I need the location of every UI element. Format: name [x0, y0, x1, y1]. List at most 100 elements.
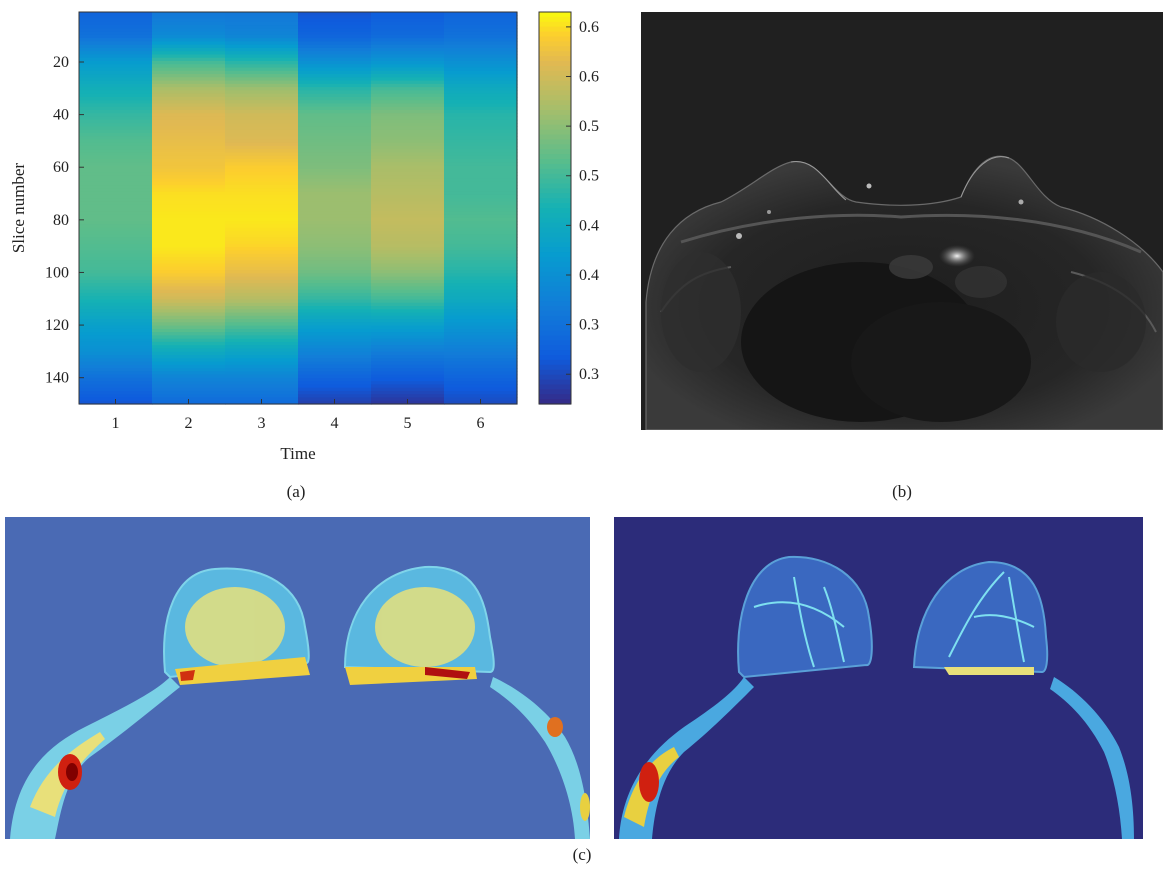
heatmap-cell [371, 96, 445, 101]
heatmap-cell [152, 110, 226, 114]
heatmap-cell [225, 234, 299, 238]
heatmap-cell [152, 178, 226, 183]
colorbar-segment [539, 310, 571, 317]
heatmap-cell [298, 302, 372, 307]
colorbar-segment [539, 335, 571, 341]
heatmap-cell [444, 302, 518, 307]
heatmap-cell [371, 191, 445, 196]
heatmap-cell [444, 368, 518, 372]
heatmap-cell [225, 384, 299, 389]
heatmap-cell [298, 119, 372, 124]
heatmap-cell [298, 159, 372, 163]
heatmap-cell [298, 116, 372, 121]
heatmap-cell [152, 309, 226, 314]
heatmap-cell [371, 355, 445, 359]
heatmap-cell [444, 165, 518, 170]
heatmap-cell [371, 116, 445, 121]
heatmap-cell [298, 165, 372, 170]
heatmap-cell [298, 257, 372, 261]
heatmap-cell [444, 87, 518, 91]
heatmap-cell [79, 34, 153, 39]
heatmap-cell [79, 18, 153, 23]
heatmap-cell [79, 145, 153, 150]
heatmap-cell [371, 237, 445, 242]
heatmap-cell [152, 227, 226, 232]
heatmap-cell [298, 351, 372, 356]
colorbar-segment [539, 271, 571, 278]
heatmap-cell [152, 181, 226, 186]
heatmap-cell [225, 87, 299, 91]
heatmap-cell [298, 152, 372, 157]
heatmap-cell [298, 185, 372, 189]
heatmap-cell [444, 15, 518, 20]
heatmap-cell [298, 175, 372, 180]
heatmap-cell [225, 152, 299, 157]
breast-map-left [5, 517, 590, 839]
colorbar-tick-label: 0.45 [579, 217, 600, 234]
heatmap-cell [371, 80, 445, 85]
heatmap-cell [152, 47, 226, 52]
heatmap-cell [152, 328, 226, 333]
colorbar-segment [539, 129, 571, 136]
heatmap-cell [79, 338, 153, 343]
heatmap-cell [225, 77, 299, 82]
heatmap-cell [152, 185, 226, 189]
heatmap-cell [444, 136, 518, 140]
heatmap-cell [444, 243, 518, 248]
heatmap-cell [371, 338, 445, 343]
heatmap-cell [152, 345, 226, 350]
heatmap-cell [225, 159, 299, 163]
colorbar-segment [539, 394, 571, 400]
heatmap-cell [444, 168, 518, 173]
heatmap-cell [152, 41, 226, 46]
heatmap-cell [371, 198, 445, 203]
heatmap-cell [444, 374, 518, 379]
mri-drawing [645, 155, 1163, 430]
heatmap-cell [152, 152, 226, 157]
heatmap-cell [371, 194, 445, 199]
heatmap-cell [298, 181, 372, 186]
heatmap-cell [298, 87, 372, 91]
heatmap-cell [371, 240, 445, 245]
heatmap-cell [152, 44, 226, 49]
heatmap-cell [225, 312, 299, 317]
heatmap-cell [298, 319, 372, 323]
heatmap-cell [225, 51, 299, 56]
heatmap-cell [152, 100, 226, 105]
heatmap-cell [298, 106, 372, 111]
heatmap-cell [152, 106, 226, 111]
heatmap-cell [298, 377, 372, 382]
heatmap-cell [298, 100, 372, 105]
heatmap-cell [371, 136, 445, 140]
heatmap-cell [298, 358, 372, 363]
heatmap-cell [444, 162, 518, 167]
colorbar-segment [539, 281, 571, 287]
heatmap-cell [298, 194, 372, 199]
heatmap-chart: 1 2 3 4 5 6 20 40 60 80 100 120 140 Time Slice number 0… [9, 11, 600, 463]
heatmap-cell [371, 175, 445, 180]
heatmap-cell [79, 57, 153, 62]
heatmap-cell [152, 96, 226, 101]
heatmap-cell [371, 374, 445, 379]
heatmap-cell [225, 250, 299, 255]
heatmap-cell [371, 253, 445, 258]
heatmap-cell [371, 67, 445, 72]
colorbar-segment [539, 51, 571, 57]
heatmap-cell [152, 374, 226, 379]
heatmap-cell [371, 90, 445, 95]
heatmap-cell [371, 276, 445, 281]
heatmap-cell [444, 361, 518, 366]
heatmap-cell [79, 70, 153, 75]
heatmap-cell [152, 139, 226, 144]
heatmap-cell [444, 57, 518, 62]
heatmap-cell [79, 368, 153, 372]
heatmap-cell [371, 394, 445, 399]
heatmap-cell [225, 90, 299, 95]
heatmap-cell [79, 341, 153, 346]
heatmap-cell [152, 306, 226, 310]
heatmap-panel: 1 2 3 4 5 6 20 40 60 80 100 120 140 Time Slice number 0… [0, 0, 600, 470]
heatmap-cell [371, 74, 445, 78]
heatmap-cell [298, 172, 372, 176]
x-tick-label: 1 [112, 415, 120, 432]
heatmap-cell [444, 119, 518, 124]
